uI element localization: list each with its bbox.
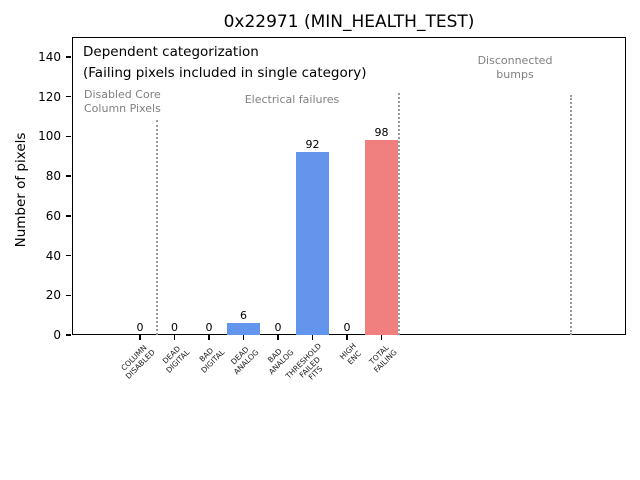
- region-label-electrical-failures: Electrical failures: [244, 93, 340, 106]
- annotation-failing-note: (Failing pixels included in single categ…: [83, 65, 367, 81]
- x-tick-label: DEAD ANALOG: [229, 344, 261, 376]
- bar-value-label: 6: [240, 309, 247, 323]
- y-tick-label: 140: [38, 49, 61, 64]
- x-tick: [242, 335, 245, 340]
- bar-value-label: 98: [374, 126, 389, 140]
- y-tick-label: 40: [45, 248, 61, 263]
- y-tick: [65, 334, 71, 336]
- y-tick: [65, 56, 71, 58]
- y-tick: [65, 254, 71, 257]
- bar-value-label: 0: [136, 321, 144, 334]
- region-separator-line: [156, 120, 159, 335]
- x-tick: [346, 335, 348, 340]
- x-tick: [277, 335, 279, 340]
- x-tick: [139, 335, 141, 340]
- y-tick-label: 0: [53, 328, 61, 342]
- y-axis-label: Number of pixels: [13, 132, 29, 248]
- y-tick-label: 80: [45, 169, 61, 184]
- x-tick-label: COLUMN DISABLED: [119, 343, 157, 381]
- bar: [365, 140, 398, 335]
- chart-title: 0x22971 (MIN_HEALTH_TEST): [223, 12, 475, 32]
- x-tick-label: HIGH ENC: [337, 341, 363, 367]
- region-label-disconnected-bumps: Disconnected bumps: [477, 54, 553, 81]
- annotation-dependent-categorization: Dependent categorization: [83, 44, 259, 60]
- y-tick-label: 100: [38, 129, 61, 144]
- region-label-disabled-core-column-pixels: Disabled Core Column Pixels: [84, 88, 161, 115]
- x-tick: [380, 335, 383, 340]
- bar-value-label: 0: [343, 321, 351, 334]
- y-tick-label: 120: [38, 89, 61, 104]
- y-tick: [65, 95, 71, 98]
- bar: [296, 152, 329, 335]
- x-tick-label: BAD DIGITAL: [197, 345, 226, 375]
- x-tick: [208, 335, 210, 340]
- bar: [227, 323, 260, 335]
- y-tick-label: 60: [45, 208, 61, 223]
- bar-value-label: 0: [171, 321, 178, 334]
- bar-value-label: 92: [305, 138, 320, 152]
- y-tick-label: 20: [45, 288, 61, 303]
- y-tick: [65, 175, 71, 177]
- x-tick-label: DEAD DIGITAL: [160, 344, 192, 375]
- y-tick: [65, 294, 71, 297]
- bar-value-label: 0: [274, 321, 282, 334]
- bar-value-label: 0: [205, 321, 213, 334]
- y-tick: [65, 135, 71, 138]
- x-tick: [173, 335, 176, 340]
- y-tick: [65, 215, 71, 217]
- plot-area: [72, 37, 626, 335]
- x-tick: [311, 335, 314, 340]
- region-separator-line: [397, 92, 400, 335]
- region-separator-line: [570, 94, 573, 335]
- x-tick-label: TOTAL FAILING: [367, 343, 399, 375]
